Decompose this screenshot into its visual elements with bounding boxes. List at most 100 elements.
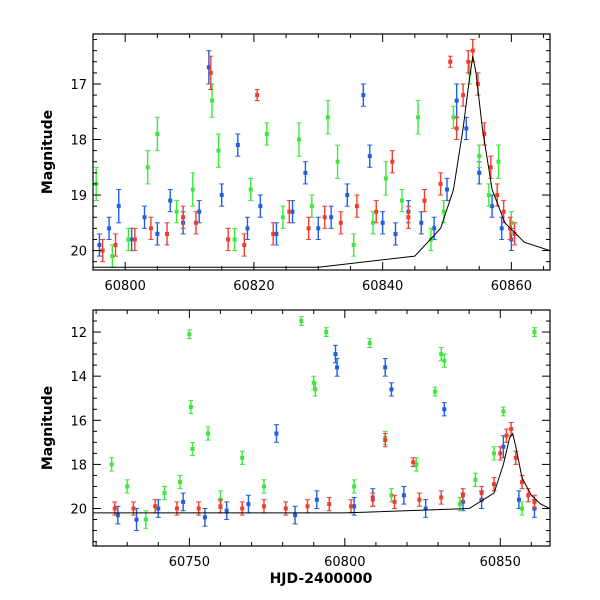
bottom-panel: 60750 60800 60850 12 14 16 18 20 Magnitude HJD-…: [40, 309, 551, 587]
bottom-series-2: [112, 421, 537, 516]
bottom-data-point: [305, 499, 311, 514]
bottom-data-point: [410, 457, 416, 468]
top-data-point: [335, 144, 341, 179]
top-data-point: [100, 238, 106, 263]
top-data-point: [405, 205, 411, 229]
top-data-point: [338, 211, 344, 235]
top-data-point: [235, 133, 241, 157]
top-data-point: [438, 172, 444, 196]
bottom-x-tick-label: 60850: [480, 555, 521, 570]
bottom-data-point: [388, 488, 394, 503]
bottom-data-point: [292, 505, 298, 525]
top-data-point: [225, 227, 231, 252]
top-data-point: [286, 200, 292, 224]
bottom-model-curve: [93, 432, 550, 514]
bottom-data-point: [413, 457, 419, 472]
top-data-point: [241, 233, 247, 257]
top-y-tick-label: 19: [70, 189, 87, 204]
bottom-data-point: [370, 492, 376, 507]
bottom-y-tick-label: 18: [70, 458, 87, 473]
bottom-data-point: [189, 441, 195, 457]
bottom-data-point: [348, 499, 354, 514]
bottom-data-point: [334, 358, 340, 377]
top-data-point: [96, 233, 102, 257]
bottom-data-point: [392, 494, 398, 510]
top-data-point: [444, 177, 450, 202]
top-data-point: [208, 55, 214, 91]
top-data-point: [219, 183, 225, 207]
bottom-data-point: [382, 433, 388, 448]
top-data-point: [270, 222, 276, 246]
top-data-point: [460, 83, 466, 107]
top-data-point: [454, 83, 460, 118]
top-data-point: [148, 216, 154, 240]
top-data-point: [354, 194, 360, 218]
bottom-data-point: [531, 494, 537, 510]
top-data-point: [113, 233, 119, 257]
bottom-data-point: [186, 329, 192, 340]
top-x-tick-label: 60840: [362, 279, 403, 294]
top-data-point: [302, 161, 308, 185]
bottom-data-point: [367, 338, 373, 348]
top-data-point: [174, 200, 180, 224]
top-y-tick-label: 17: [70, 78, 87, 93]
bottom-data-point: [134, 508, 140, 532]
top-data-point: [393, 222, 399, 246]
bottom-y-tick-label: 12: [70, 326, 87, 341]
top-data-point: [132, 227, 138, 252]
bottom-data-point: [497, 446, 503, 461]
bottom-data-point: [314, 490, 320, 510]
top-data-point: [421, 188, 427, 213]
bottom-axes-frame: [92, 309, 551, 547]
top-data-point: [306, 216, 312, 240]
bottom-data-point: [441, 353, 447, 368]
bottom-data-point: [351, 479, 357, 494]
bottom-data-point: [531, 327, 537, 337]
bottom-data-point: [525, 488, 531, 503]
top-data-point: [380, 211, 386, 235]
top-data-point: [486, 183, 492, 207]
bottom-data-point: [382, 358, 388, 377]
bottom-data-point: [261, 499, 267, 514]
bottom-series-0: [115, 344, 537, 532]
top-data-point: [257, 194, 263, 218]
top-data-point: [328, 205, 334, 229]
bottom-data-point: [491, 446, 497, 461]
bottom-axis-ticks: 60750 60800 60850 12 14 16 18 20: [70, 309, 550, 570]
bottom-y-tick-label: 20: [70, 503, 87, 518]
bottom-data-point: [143, 510, 149, 529]
bottom-data-point: [441, 402, 447, 417]
top-data-point: [344, 183, 350, 207]
bottom-data-point: [432, 386, 438, 397]
top-data-point: [322, 205, 328, 229]
top-data-point: [167, 188, 173, 213]
bottom-data-point: [224, 501, 230, 521]
top-data-point: [415, 100, 421, 135]
bottom-data-point: [205, 426, 211, 441]
top-x-tick-label: 60860: [491, 279, 532, 294]
bottom-data-point: [401, 485, 407, 505]
bottom-data-point: [423, 499, 429, 518]
bottom-data-point: [162, 485, 168, 501]
top-data-point: [351, 233, 357, 257]
top-data-point: [154, 222, 160, 246]
top-data-point: [315, 216, 321, 240]
top-data-point: [164, 222, 170, 246]
top-data-point: [145, 150, 151, 185]
bottom-x-tick-label: 60800: [324, 555, 365, 570]
bottom-y-axis-label: Magnitude: [40, 386, 56, 470]
top-data-point: [180, 205, 186, 229]
top-data-point: [496, 144, 502, 179]
top-data-point: [232, 227, 238, 252]
top-series-0: [96, 50, 514, 257]
bottom-series-1: [109, 316, 537, 529]
top-data-point: [367, 144, 373, 168]
top-data-point: [125, 227, 131, 252]
top-data-point: [309, 194, 315, 218]
bottom-data-point: [155, 499, 161, 518]
bottom-data-point: [273, 424, 279, 443]
bottom-data-point: [298, 316, 304, 326]
top-data-point: [141, 205, 147, 229]
bottom-data-point: [472, 472, 478, 487]
